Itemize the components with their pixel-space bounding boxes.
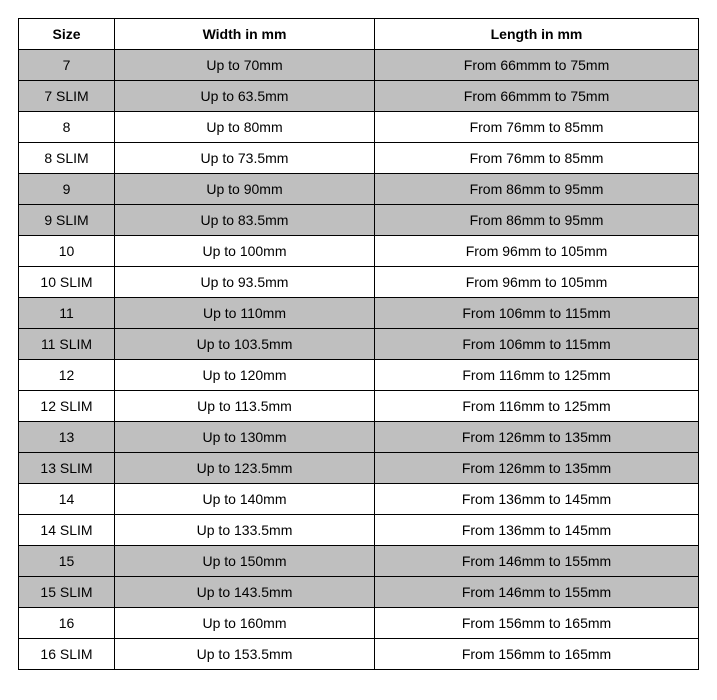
cell-length: From 86mm to 95mm bbox=[375, 174, 699, 205]
cell-width: Up to 123.5mm bbox=[115, 453, 375, 484]
table-row: 15Up to 150mmFrom 146mm to 155mm bbox=[19, 546, 699, 577]
cell-size: 15 bbox=[19, 546, 115, 577]
cell-width: Up to 103.5mm bbox=[115, 329, 375, 360]
cell-length: From 66mmm to 75mm bbox=[375, 81, 699, 112]
table-row: 12Up to 120mmFrom 116mm to 125mm bbox=[19, 360, 699, 391]
table-row: 7 SLIMUp to 63.5mmFrom 66mmm to 75mm bbox=[19, 81, 699, 112]
table-header-row: Size Width in mm Length in mm bbox=[19, 19, 699, 50]
cell-size: 8 SLIM bbox=[19, 143, 115, 174]
cell-length: From 116mm to 125mm bbox=[375, 360, 699, 391]
table-row: 9 SLIMUp to 83.5mmFrom 86mm to 95mm bbox=[19, 205, 699, 236]
cell-length: From 96mm to 105mm bbox=[375, 236, 699, 267]
cell-size: 16 SLIM bbox=[19, 639, 115, 670]
cell-width: Up to 153.5mm bbox=[115, 639, 375, 670]
cell-length: From 156mm to 165mm bbox=[375, 608, 699, 639]
cell-size: 8 bbox=[19, 112, 115, 143]
table-row: 10Up to 100mmFrom 96mm to 105mm bbox=[19, 236, 699, 267]
cell-size: 12 bbox=[19, 360, 115, 391]
cell-width: Up to 110mm bbox=[115, 298, 375, 329]
cell-width: Up to 70mm bbox=[115, 50, 375, 81]
cell-length: From 116mm to 125mm bbox=[375, 391, 699, 422]
cell-width: Up to 133.5mm bbox=[115, 515, 375, 546]
table-row: 13 SLIMUp to 123.5mmFrom 126mm to 135mm bbox=[19, 453, 699, 484]
table-row: 14 SLIMUp to 133.5mmFrom 136mm to 145mm bbox=[19, 515, 699, 546]
cell-width: Up to 83.5mm bbox=[115, 205, 375, 236]
cell-size: 13 SLIM bbox=[19, 453, 115, 484]
table-row: 9Up to 90mmFrom 86mm to 95mm bbox=[19, 174, 699, 205]
cell-size: 10 bbox=[19, 236, 115, 267]
table-row: 8Up to 80mmFrom 76mm to 85mm bbox=[19, 112, 699, 143]
cell-length: From 146mm to 155mm bbox=[375, 546, 699, 577]
cell-size: 16 bbox=[19, 608, 115, 639]
table-row: 16Up to 160mmFrom 156mm to 165mm bbox=[19, 608, 699, 639]
cell-length: From 76mm to 85mm bbox=[375, 112, 699, 143]
size-table: Size Width in mm Length in mm 7Up to 70m… bbox=[18, 18, 699, 670]
cell-width: Up to 63.5mm bbox=[115, 81, 375, 112]
cell-length: From 126mm to 135mm bbox=[375, 453, 699, 484]
cell-size: 9 SLIM bbox=[19, 205, 115, 236]
cell-size: 14 SLIM bbox=[19, 515, 115, 546]
col-header-width: Width in mm bbox=[115, 19, 375, 50]
cell-length: From 136mm to 145mm bbox=[375, 515, 699, 546]
table-row: 8 SLIMUp to 73.5mmFrom 76mm to 85mm bbox=[19, 143, 699, 174]
cell-length: From 106mm to 115mm bbox=[375, 298, 699, 329]
cell-length: From 106mm to 115mm bbox=[375, 329, 699, 360]
cell-length: From 76mm to 85mm bbox=[375, 143, 699, 174]
table-row: 15 SLIMUp to 143.5mmFrom 146mm to 155mm bbox=[19, 577, 699, 608]
cell-size: 7 SLIM bbox=[19, 81, 115, 112]
cell-length: From 86mm to 95mm bbox=[375, 205, 699, 236]
cell-size: 12 SLIM bbox=[19, 391, 115, 422]
cell-width: Up to 160mm bbox=[115, 608, 375, 639]
cell-length: From 146mm to 155mm bbox=[375, 577, 699, 608]
cell-size: 10 SLIM bbox=[19, 267, 115, 298]
table-row: 14Up to 140mmFrom 136mm to 145mm bbox=[19, 484, 699, 515]
size-table-body: 7Up to 70mmFrom 66mmm to 75mm7 SLIMUp to… bbox=[19, 50, 699, 670]
cell-length: From 156mm to 165mm bbox=[375, 639, 699, 670]
table-row: 10 SLIMUp to 93.5mmFrom 96mm to 105mm bbox=[19, 267, 699, 298]
table-row: 12 SLIMUp to 113.5mmFrom 116mm to 125mm bbox=[19, 391, 699, 422]
table-row: 11 SLIMUp to 103.5mmFrom 106mm to 115mm bbox=[19, 329, 699, 360]
cell-width: Up to 90mm bbox=[115, 174, 375, 205]
cell-length: From 126mm to 135mm bbox=[375, 422, 699, 453]
cell-width: Up to 130mm bbox=[115, 422, 375, 453]
cell-size: 13 bbox=[19, 422, 115, 453]
cell-width: Up to 143.5mm bbox=[115, 577, 375, 608]
cell-size: 7 bbox=[19, 50, 115, 81]
cell-length: From 66mmm to 75mm bbox=[375, 50, 699, 81]
cell-size: 15 SLIM bbox=[19, 577, 115, 608]
table-row: 11Up to 110mmFrom 106mm to 115mm bbox=[19, 298, 699, 329]
cell-width: Up to 150mm bbox=[115, 546, 375, 577]
table-row: 16 SLIMUp to 153.5mmFrom 156mm to 165mm bbox=[19, 639, 699, 670]
cell-length: From 136mm to 145mm bbox=[375, 484, 699, 515]
cell-width: Up to 100mm bbox=[115, 236, 375, 267]
cell-width: Up to 113.5mm bbox=[115, 391, 375, 422]
cell-width: Up to 73.5mm bbox=[115, 143, 375, 174]
table-row: 7Up to 70mmFrom 66mmm to 75mm bbox=[19, 50, 699, 81]
cell-size: 14 bbox=[19, 484, 115, 515]
cell-length: From 96mm to 105mm bbox=[375, 267, 699, 298]
cell-width: Up to 93.5mm bbox=[115, 267, 375, 298]
cell-size: 11 SLIM bbox=[19, 329, 115, 360]
col-header-size: Size bbox=[19, 19, 115, 50]
cell-width: Up to 80mm bbox=[115, 112, 375, 143]
col-header-length: Length in mm bbox=[375, 19, 699, 50]
table-row: 13Up to 130mmFrom 126mm to 135mm bbox=[19, 422, 699, 453]
cell-width: Up to 120mm bbox=[115, 360, 375, 391]
cell-size: 9 bbox=[19, 174, 115, 205]
cell-width: Up to 140mm bbox=[115, 484, 375, 515]
cell-size: 11 bbox=[19, 298, 115, 329]
